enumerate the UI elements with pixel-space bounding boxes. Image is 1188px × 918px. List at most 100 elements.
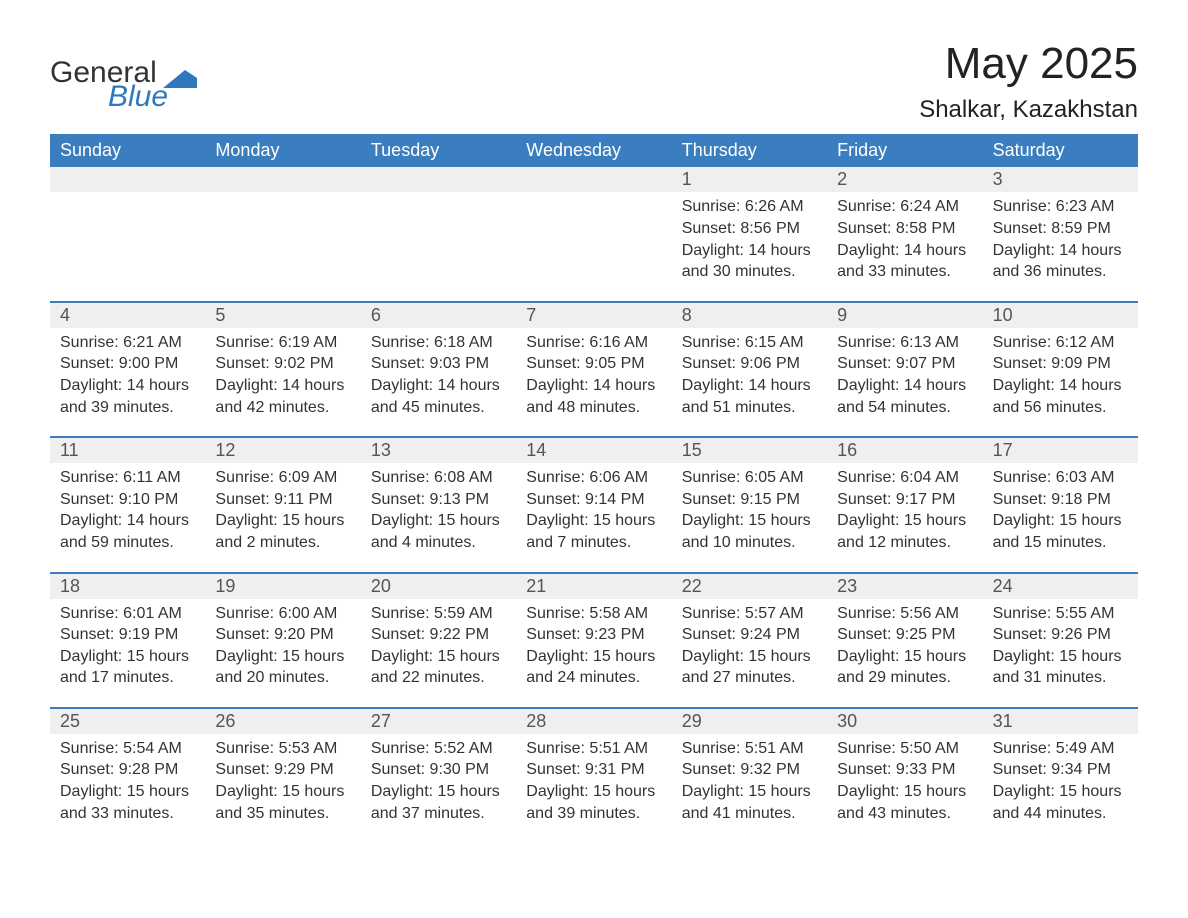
day-body-row: Sunrise: 5:54 AMSunset: 9:28 PMDaylight:… (50, 734, 1138, 842)
sunrise-line: Sunrise: 5:55 AM (993, 603, 1128, 625)
sunset-line: Sunset: 9:05 PM (526, 353, 661, 375)
day-cell: Sunrise: 5:58 AMSunset: 9:23 PMDaylight:… (516, 599, 671, 707)
day-cell: Sunrise: 6:05 AMSunset: 9:15 PMDaylight:… (672, 463, 827, 571)
day-number (516, 167, 671, 192)
day-cell: Sunrise: 6:23 AMSunset: 8:59 PMDaylight:… (983, 192, 1138, 300)
sunrise-line: Sunrise: 6:15 AM (682, 332, 817, 354)
day-number: 27 (361, 709, 516, 734)
dow-thursday: Thursday (672, 134, 827, 167)
daylight-line: Daylight: 15 hours and 2 minutes. (215, 510, 350, 553)
day-number: 30 (827, 709, 982, 734)
sunrise-line: Sunrise: 6:19 AM (215, 332, 350, 354)
day-cell (50, 192, 205, 300)
day-cell: Sunrise: 6:21 AMSunset: 9:00 PMDaylight:… (50, 328, 205, 436)
day-number: 9 (827, 303, 982, 328)
sunset-line: Sunset: 9:17 PM (837, 489, 972, 511)
day-cell: Sunrise: 6:03 AMSunset: 9:18 PMDaylight:… (983, 463, 1138, 571)
daylight-line: Daylight: 14 hours and 30 minutes. (682, 240, 817, 283)
day-cell: Sunrise: 5:52 AMSunset: 9:30 PMDaylight:… (361, 734, 516, 842)
day-cell: Sunrise: 5:57 AMSunset: 9:24 PMDaylight:… (672, 599, 827, 707)
sunset-line: Sunset: 9:03 PM (371, 353, 506, 375)
sunrise-line: Sunrise: 6:06 AM (526, 467, 661, 489)
daylight-line: Daylight: 15 hours and 10 minutes. (682, 510, 817, 553)
sunset-line: Sunset: 9:14 PM (526, 489, 661, 511)
day-number-strip: 25262728293031 (50, 709, 1138, 734)
sunset-line: Sunset: 9:24 PM (682, 624, 817, 646)
day-body-row: Sunrise: 6:01 AMSunset: 9:19 PMDaylight:… (50, 599, 1138, 707)
day-cell: Sunrise: 6:06 AMSunset: 9:14 PMDaylight:… (516, 463, 671, 571)
day-cell: Sunrise: 6:26 AMSunset: 8:56 PMDaylight:… (672, 192, 827, 300)
day-number-strip: 123 (50, 167, 1138, 192)
sunrise-line: Sunrise: 5:57 AM (682, 603, 817, 625)
title-block: May 2025 Shalkar, Kazakhstan (919, 40, 1138, 124)
day-cell: Sunrise: 6:08 AMSunset: 9:13 PMDaylight:… (361, 463, 516, 571)
dow-wednesday: Wednesday (516, 134, 671, 167)
sunrise-line: Sunrise: 6:16 AM (526, 332, 661, 354)
sunset-line: Sunset: 8:58 PM (837, 218, 972, 240)
daylight-line: Daylight: 14 hours and 54 minutes. (837, 375, 972, 418)
sunset-line: Sunset: 9:23 PM (526, 624, 661, 646)
day-number (361, 167, 516, 192)
sunset-line: Sunset: 9:34 PM (993, 759, 1128, 781)
daylight-line: Daylight: 15 hours and 33 minutes. (60, 781, 195, 824)
sunset-line: Sunset: 9:32 PM (682, 759, 817, 781)
sunrise-line: Sunrise: 6:12 AM (993, 332, 1128, 354)
day-cell: Sunrise: 6:01 AMSunset: 9:19 PMDaylight:… (50, 599, 205, 707)
daylight-line: Daylight: 15 hours and 15 minutes. (993, 510, 1128, 553)
day-number: 21 (516, 574, 671, 599)
sunrise-line: Sunrise: 5:59 AM (371, 603, 506, 625)
day-of-week-header: Sunday Monday Tuesday Wednesday Thursday… (50, 134, 1138, 167)
day-cell (516, 192, 671, 300)
sunrise-line: Sunrise: 6:21 AM (60, 332, 195, 354)
day-number: 3 (983, 167, 1138, 192)
daylight-line: Daylight: 14 hours and 45 minutes. (371, 375, 506, 418)
day-cell: Sunrise: 6:18 AMSunset: 9:03 PMDaylight:… (361, 328, 516, 436)
daylight-line: Daylight: 15 hours and 27 minutes. (682, 646, 817, 689)
location-label: Shalkar, Kazakhstan (919, 96, 1138, 124)
sunset-line: Sunset: 9:18 PM (993, 489, 1128, 511)
daylight-line: Daylight: 14 hours and 56 minutes. (993, 375, 1128, 418)
day-cell: Sunrise: 6:11 AMSunset: 9:10 PMDaylight:… (50, 463, 205, 571)
sunset-line: Sunset: 9:19 PM (60, 624, 195, 646)
weeks-container: 123Sunrise: 6:26 AMSunset: 8:56 PMDaylig… (50, 167, 1138, 842)
day-number: 22 (672, 574, 827, 599)
day-number: 20 (361, 574, 516, 599)
calendar-grid: Sunday Monday Tuesday Wednesday Thursday… (50, 134, 1138, 842)
day-number: 13 (361, 438, 516, 463)
sunrise-line: Sunrise: 6:05 AM (682, 467, 817, 489)
sunrise-line: Sunrise: 6:00 AM (215, 603, 350, 625)
dow-sunday: Sunday (50, 134, 205, 167)
brand-logo: General Blue (50, 40, 197, 112)
day-body-row: Sunrise: 6:11 AMSunset: 9:10 PMDaylight:… (50, 463, 1138, 571)
day-number: 18 (50, 574, 205, 599)
day-number-strip: 11121314151617 (50, 438, 1138, 463)
day-number: 11 (50, 438, 205, 463)
brand-text: General Blue (50, 58, 197, 112)
week-row: 45678910Sunrise: 6:21 AMSunset: 9:00 PMD… (50, 301, 1138, 436)
page-header: General Blue May 2025 Shalkar, Kazakhsta… (50, 40, 1138, 124)
sunset-line: Sunset: 9:07 PM (837, 353, 972, 375)
day-cell: Sunrise: 6:04 AMSunset: 9:17 PMDaylight:… (827, 463, 982, 571)
day-number: 6 (361, 303, 516, 328)
sunrise-line: Sunrise: 6:23 AM (993, 196, 1128, 218)
daylight-line: Daylight: 15 hours and 43 minutes. (837, 781, 972, 824)
day-number: 1 (672, 167, 827, 192)
day-number: 23 (827, 574, 982, 599)
dow-tuesday: Tuesday (361, 134, 516, 167)
daylight-line: Daylight: 15 hours and 41 minutes. (682, 781, 817, 824)
day-cell (361, 192, 516, 300)
sunset-line: Sunset: 9:22 PM (371, 624, 506, 646)
daylight-line: Daylight: 15 hours and 44 minutes. (993, 781, 1128, 824)
sunrise-line: Sunrise: 5:51 AM (682, 738, 817, 760)
day-cell: Sunrise: 5:54 AMSunset: 9:28 PMDaylight:… (50, 734, 205, 842)
daylight-line: Daylight: 14 hours and 48 minutes. (526, 375, 661, 418)
day-number: 4 (50, 303, 205, 328)
day-cell: Sunrise: 5:51 AMSunset: 9:32 PMDaylight:… (672, 734, 827, 842)
sunrise-line: Sunrise: 6:08 AM (371, 467, 506, 489)
daylight-line: Daylight: 15 hours and 4 minutes. (371, 510, 506, 553)
day-number (205, 167, 360, 192)
day-number: 2 (827, 167, 982, 192)
daylight-line: Daylight: 14 hours and 39 minutes. (60, 375, 195, 418)
day-number: 15 (672, 438, 827, 463)
day-number: 24 (983, 574, 1138, 599)
